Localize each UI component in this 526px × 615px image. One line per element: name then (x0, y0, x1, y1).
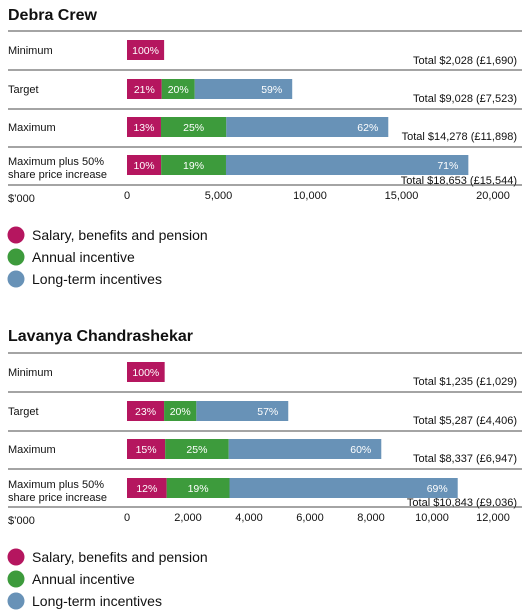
bar-percent-label: 13% (133, 122, 154, 134)
total-label: Total $14,278 (£11,898) (402, 131, 517, 143)
legend-swatch-salary (7, 548, 25, 566)
bar-percent-label: 60% (350, 444, 371, 456)
legend-swatch-long-term-incentives (7, 592, 25, 610)
bar-segment-annual (164, 401, 197, 421)
bar-segment-annual (161, 155, 226, 175)
axis-unit-label: $’000 (8, 515, 35, 527)
bar-percent-label: 12% (136, 483, 157, 495)
row-label: Target (8, 406, 39, 418)
chart-title: Debra Crew (8, 7, 97, 24)
bar-percent-label: 57% (257, 406, 278, 418)
bar-percent-label: 20% (170, 406, 191, 418)
bar-segment-ltip (194, 79, 293, 99)
bar-segment-salary (127, 362, 165, 382)
axis-tick-label: 12,000 (476, 512, 510, 524)
legend-label-salary: Salary, benefits and pension (32, 227, 208, 243)
bar-segment-ltip (228, 439, 382, 459)
bar-segment-ltip (226, 117, 389, 137)
bar-percent-label: 25% (186, 444, 207, 456)
bar-segment-ltip (196, 401, 289, 421)
chart-title: Lavanya Chandrashekar (8, 328, 193, 345)
row-label: Maximum plus 50% (8, 156, 104, 168)
bar-segment-salary (127, 439, 166, 459)
legend-swatch-long-term-incentives (7, 270, 25, 288)
bar-segment-annual (161, 79, 195, 99)
bar-percent-label: 23% (135, 406, 156, 418)
total-label: Total $8,337 (£6,947) (413, 453, 517, 465)
bar-percent-label: 19% (188, 483, 209, 495)
axis-tick-label: 2,000 (174, 512, 202, 524)
axis-tick-label: 10,000 (293, 190, 327, 202)
total-label: Total $9,028 (£7,523) (413, 93, 517, 105)
row-label: Maximum (8, 444, 56, 456)
row-label: Maximum plus 50% (8, 479, 104, 491)
bar-segment-salary (127, 40, 165, 60)
bar-segment-ltip (225, 155, 469, 175)
axis-tick-label: 6,000 (296, 512, 324, 524)
row-label: Minimum (8, 367, 53, 379)
row-label-line2: share price increase (8, 492, 107, 504)
axis-tick-label: 10,000 (415, 512, 449, 524)
bar-segment-annual (166, 478, 230, 498)
total-label: Total $2,028 (£1,690) (413, 55, 517, 67)
legend-swatch-salary (7, 226, 25, 244)
bar-segment-salary (127, 155, 162, 175)
bar-segment-salary (127, 401, 165, 421)
bar-segment-salary (127, 79, 162, 99)
axis-tick-label: 5,000 (205, 190, 233, 202)
axis-unit-label: $’000 (8, 193, 35, 205)
legend-label-long-term-incentives: Long-term incentives (32, 271, 162, 287)
bar-segment-ltip (229, 478, 458, 498)
lavanya-chandrashekar-chart: Lavanya Chandrashekar Minimum 100% Total $1… (7, 328, 522, 610)
total-label: Total $18,653 (£15,544) (401, 175, 517, 187)
row-label: Maximum (8, 122, 56, 134)
legend-swatch-annual-incentive (7, 570, 25, 588)
bar-segment-annual (165, 439, 229, 459)
bar-percent-label: 25% (183, 122, 204, 134)
total-label: Total $5,287 (£4,406) (413, 415, 517, 427)
legend-label-annual-incentive: Annual incentive (32, 571, 135, 587)
bar-segment-annual (160, 117, 227, 137)
bar-percent-label: 69% (427, 483, 448, 495)
row-label: Minimum (8, 45, 53, 57)
bar-percent-label: 19% (183, 160, 204, 172)
axis-tick-label: 20,000 (476, 190, 510, 202)
bar-percent-label: 100% (132, 45, 159, 57)
bar-percent-label: 59% (261, 84, 282, 96)
bar-percent-label: 20% (168, 84, 189, 96)
legend-label-annual-incentive: Annual incentive (32, 249, 135, 265)
bar-percent-label: 10% (134, 160, 155, 172)
bar-percent-label: 71% (437, 160, 458, 172)
bar-percent-label: 21% (134, 84, 155, 96)
row-label: Target (8, 84, 39, 96)
axis-tick-label: 4,000 (235, 512, 263, 524)
bar-percent-label: 15% (136, 444, 157, 456)
bar-segment-salary (127, 478, 167, 498)
axis-tick-label: 15,000 (385, 190, 419, 202)
row-label-line2: share price increase (8, 169, 107, 181)
total-label: Total $1,235 (£1,029) (413, 376, 517, 388)
axis-tick-label: 0 (124, 512, 130, 524)
bar-percent-label: 62% (357, 122, 378, 134)
bar-percent-label: 100% (132, 367, 159, 379)
total-label: Total $10,843 (£9,036) (407, 497, 517, 509)
legend-label-salary: Salary, benefits and pension (32, 549, 208, 565)
axis-tick-label: 0 (124, 190, 130, 202)
legend-swatch-annual-incentive (7, 248, 25, 266)
bar-segment-salary (127, 117, 161, 137)
debra-crew-chart: Debra Crew Minimum 100% Total $2,028 (£1,69… (7, 7, 522, 288)
axis-tick-label: 8,000 (357, 512, 385, 524)
legend-label-long-term-incentives: Long-term incentives (32, 593, 162, 609)
